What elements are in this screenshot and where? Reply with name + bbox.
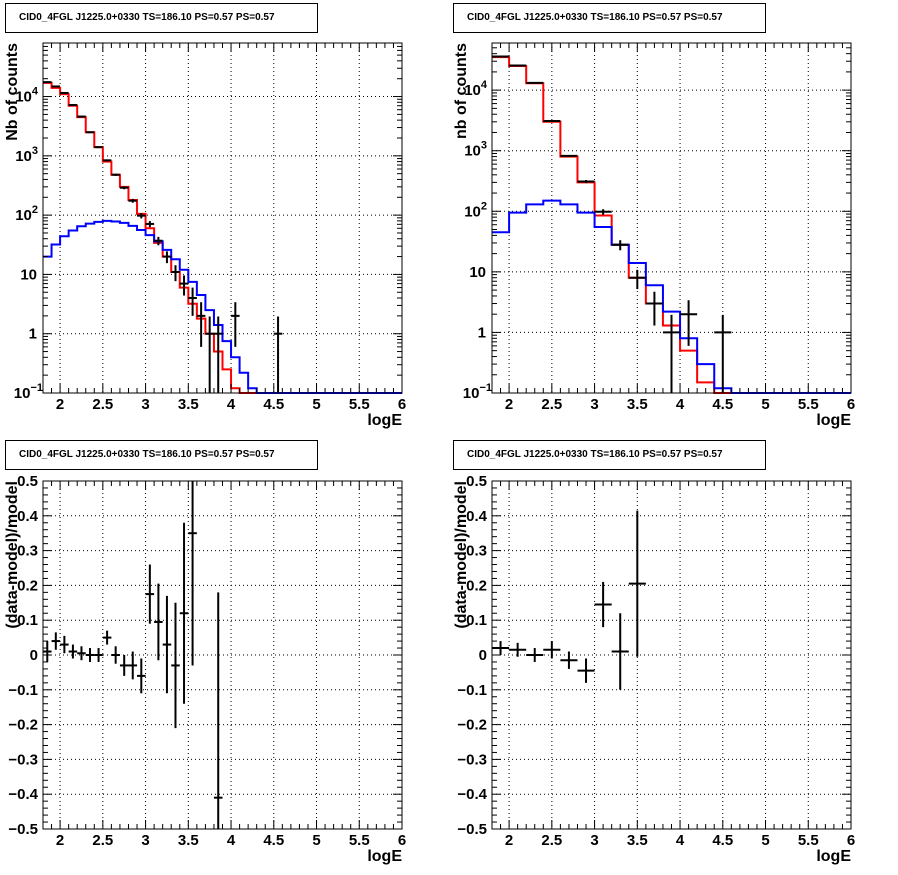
y-tick-label: 0.1 [466,612,487,629]
y-tick-label: 10−1 [14,382,43,402]
y-tick-label: 0.4 [466,508,488,525]
y-tick-label: 1 [478,324,486,341]
y-tick-label: −0.3 [8,751,38,768]
y-tick-label: 0.5 [17,473,38,490]
y-axis-title: nb of counts [453,43,470,139]
y-tick-label: 0.3 [17,543,38,560]
y-tick-label: 0.1 [17,612,38,629]
x-tick-label: 5.5 [349,832,370,849]
x-tick-label: 3 [141,832,149,849]
x-tick-label: 6 [847,396,855,413]
y-tick-label: 0.2 [466,577,487,594]
y-tick-label: 1 [29,326,37,343]
x-tick-label: 5 [761,396,769,413]
x-tick-label: 5 [312,396,320,413]
y-tick-label: −0.4 [457,786,487,803]
panel-title-top-right: CID0_4FGL J1225.0+0330 TS=186.10 PS=0.57… [453,3,766,33]
y-tick-label: −0.4 [8,786,38,803]
x-tick-label: 2.5 [92,396,113,413]
panel-title-bottom-left: CID0_4FGL J1225.0+0330 TS=186.10 PS=0.57… [5,440,318,470]
x-tick-label: 5 [312,832,320,849]
x-tick-label: 2.5 [541,832,562,849]
y-tick-label: 10−1 [463,382,492,402]
y-tick-label: 10 [469,264,486,281]
y-axis-title: (data-model)/model [4,481,21,629]
y-tick-label: 102 [464,200,487,220]
x-tick-label: 5.5 [349,396,370,413]
y-tick-label: −0.3 [457,751,487,768]
x-tick-label: 4 [227,832,236,849]
x-tick-label: 4 [676,832,685,849]
x-tick-label: 4 [227,396,236,413]
x-tick-label: 3 [141,396,149,413]
x-tick-label: 3.5 [627,832,648,849]
x-tick-label: 4.5 [712,832,733,849]
y-tick-label: 103 [15,145,38,165]
x-tick-label: 4.5 [712,396,733,413]
x-tick-label: 5.5 [798,396,819,413]
y-tick-label: −0.2 [8,717,38,734]
y-tick-label: 0.3 [466,543,487,560]
y-tick-label: 0.4 [17,508,39,525]
x-tick-label: 2.5 [92,832,113,849]
y-tick-label: −0.5 [457,821,487,838]
x-tick-label: 6 [398,832,406,849]
x-tick-label: 3.5 [178,832,199,849]
y-tick-label: 104 [15,86,39,106]
y-tick-label: 103 [464,140,487,160]
x-axis-title: logE [816,412,851,429]
x-tick-label: 6 [398,396,406,413]
y-axis-title: (data-model)/model [453,481,470,629]
y-tick-label: 0 [479,647,487,664]
x-tick-label: 3.5 [627,396,648,413]
y-tick-label: −0.1 [457,682,487,699]
x-tick-label: 3 [590,396,598,413]
x-tick-label: 5 [761,832,769,849]
x-tick-label: 4.5 [263,396,284,413]
y-tick-label: 0.2 [17,577,38,594]
x-tick-label: 6 [847,832,855,849]
chart-panel-1: 2 2.5 3 3.5 4 4.5 5 5.5 6 10−1 1 10 102 103 104 logE Nb … [4,42,406,429]
panel-title-bottom-right: CID0_4FGL J1225.0+0330 TS=186.10 PS=0.57… [453,440,766,470]
y-tick-label: −0.5 [8,821,38,838]
y-tick-label: 10 [20,266,37,283]
chart-panel-4: 2 2.5 3 3.5 4 4.5 5 5.5 6 −0.5 −0.4 −0.3 −0.2 −0.1 0 0.… [453,473,855,865]
x-tick-label: 4.5 [263,832,284,849]
y-tick-label: 0.5 [466,473,487,490]
x-tick-label: 2 [505,396,513,413]
y-tick-label: −0.2 [457,717,487,734]
chart-panel-2: 2 2.5 3 3.5 4 4.5 5 5.5 6 10−1 1 10 102 103 104 logE nb … [453,42,855,429]
y-axis-title: Nb of counts [4,43,21,141]
panel-title-top-left: CID0_4FGL J1225.0+0330 TS=186.10 PS=0.57… [5,3,318,33]
y-tick-label: 102 [15,204,38,224]
x-tick-label: 2 [56,832,64,849]
x-tick-label: 3.5 [178,396,199,413]
y-tick-label: 0 [30,647,38,664]
x-tick-label: 2.5 [541,396,562,413]
x-axis-title: logE [367,412,402,429]
y-tick-label: −0.1 [8,682,38,699]
chart-panel-3: 2 2.5 3 3.5 4 4.5 5 5.5 6 −0.5 −0.4 −0.3 −0.2 −0.1 0 0.… [4,473,406,865]
model-total-histogram [43,81,402,394]
x-axis-title: logE [816,848,851,865]
y-tick-label: 104 [464,79,488,99]
x-tick-label: 4 [676,396,685,413]
plot-frame [491,480,852,830]
x-tick-label: 2 [505,832,513,849]
x-tick-label: 3 [590,832,598,849]
x-tick-label: 2 [56,396,64,413]
x-axis-title: logE [367,848,402,865]
x-tick-label: 5.5 [798,832,819,849]
